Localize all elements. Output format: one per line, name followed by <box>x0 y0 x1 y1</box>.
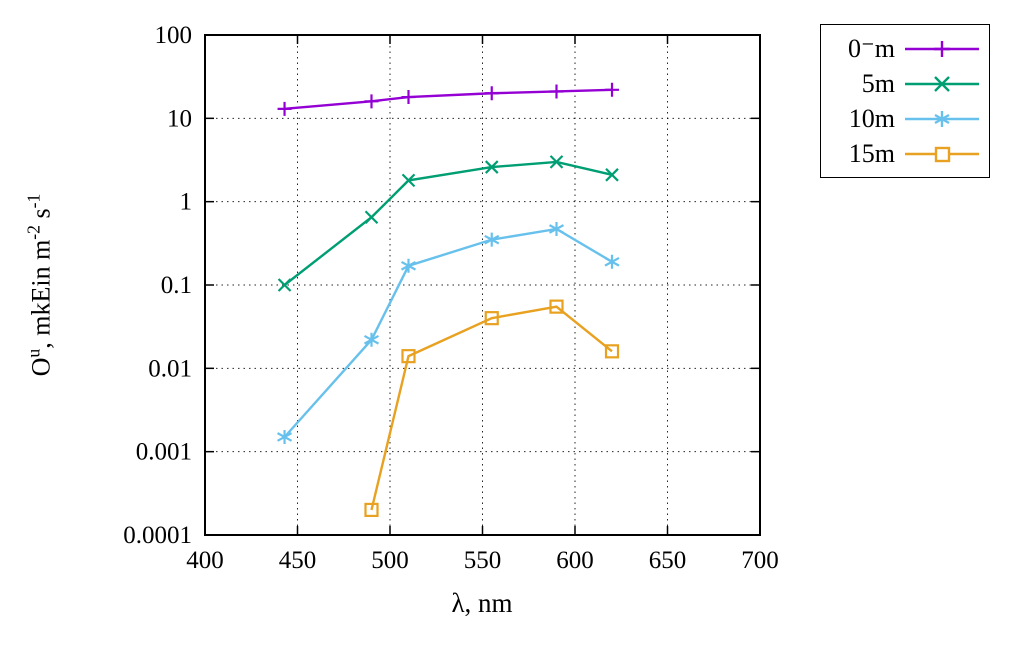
x-marker-icon <box>605 168 619 182</box>
x-marker-icon <box>364 210 379 225</box>
y-tick-label: 0.001 <box>136 439 192 466</box>
plus-marker-icon <box>401 90 416 105</box>
x-marker-icon <box>277 278 292 292</box>
asterisk-marker-icon <box>363 332 380 347</box>
plus-marker-icon <box>934 40 950 57</box>
x-tick-label: 450 <box>279 547 317 574</box>
legend-label: 10m <box>848 103 895 133</box>
y-axis-label-text: s <box>26 208 56 225</box>
series-15m <box>364 299 620 518</box>
asterisk-marker-icon <box>548 221 565 236</box>
square-marker-icon <box>549 299 564 314</box>
y-axis-label-text: , mkEin m <box>26 239 56 349</box>
legend-item: 15m <box>831 136 981 171</box>
y-axis-label-text: O <box>26 357 56 377</box>
square-marker-icon <box>934 146 951 162</box>
square-marker-icon <box>364 502 379 518</box>
asterisk-marker-icon <box>277 429 293 444</box>
y-axis-label: Ou, mkEin m-2 s-1 <box>24 194 57 377</box>
legend-label: 15m <box>848 138 895 168</box>
series-line-5m <box>283 160 613 286</box>
x-axis-label: λ, nm <box>451 588 513 618</box>
y-axis-label-sup-u: u <box>23 348 44 358</box>
square-marker-icon <box>401 349 416 364</box>
asterisk-marker-icon <box>934 110 950 127</box>
y-tick-label: 0.1 <box>161 272 192 299</box>
x-marker-icon <box>401 173 416 188</box>
x-tick-label: 500 <box>371 547 409 574</box>
legend-label: 0⁻m <box>848 33 895 63</box>
x-tick-label: 650 <box>649 547 687 574</box>
y-tick-label: 10 <box>167 105 192 132</box>
y-tick-label: 0.0001 <box>123 522 192 549</box>
legend-line-sample <box>905 110 979 127</box>
x-marker-icon <box>484 160 499 174</box>
plus-marker-icon <box>277 101 292 116</box>
legend-line-sample <box>905 75 979 92</box>
plus-marker-icon <box>364 94 379 109</box>
y-axis-label-sup-s1: -1 <box>23 193 44 209</box>
y-tick-label: 100 <box>155 22 193 49</box>
legend-line-sample <box>905 40 979 57</box>
series-5m <box>277 155 619 292</box>
plus-marker-icon <box>549 84 564 99</box>
plus-marker-icon <box>605 82 619 97</box>
asterisk-marker-icon <box>484 232 500 247</box>
legend-item: 0⁻m <box>831 31 981 66</box>
x-tick-label: 700 <box>741 547 779 574</box>
square-marker-icon <box>604 344 620 359</box>
series-0m <box>277 82 619 116</box>
series-line-15m <box>370 305 613 511</box>
legend-item: 5m <box>831 66 981 101</box>
series-line-10m <box>283 227 613 438</box>
x-tick-label: 550 <box>464 547 502 574</box>
y-tick-label: 0.01 <box>148 355 192 382</box>
plus-marker-icon <box>484 86 499 101</box>
legend-line-sample <box>905 146 979 162</box>
x-tick-label: 600 <box>556 547 594 574</box>
asterisk-marker-icon <box>400 258 417 273</box>
asterisk-marker-icon <box>604 254 620 269</box>
y-axis-label-sup-m2: -2 <box>23 224 44 240</box>
x-marker-icon <box>549 155 564 169</box>
series-10m <box>277 221 620 444</box>
x-marker-icon <box>934 75 950 92</box>
series-line-0m <box>284 88 613 111</box>
legend-label: 5m <box>861 68 895 98</box>
y-tick-label: 1 <box>180 189 193 216</box>
square-marker-icon <box>484 311 499 326</box>
legend-item: 10m <box>831 101 981 136</box>
x-tick-label: 400 <box>186 547 224 574</box>
legend: 0⁻m 5m 10m 15m <box>820 24 990 178</box>
